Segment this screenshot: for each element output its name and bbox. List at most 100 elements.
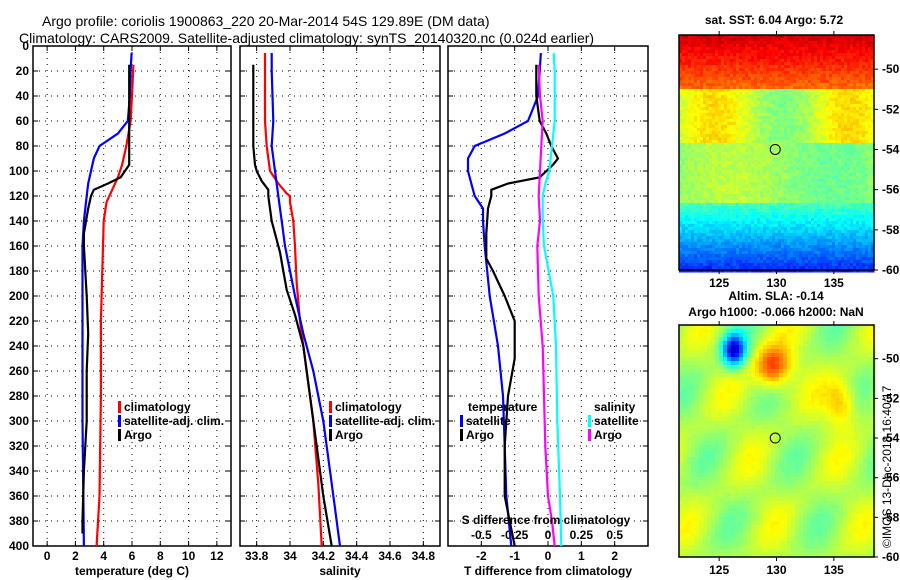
map-cell <box>856 146 860 150</box>
map-cell <box>685 50 689 54</box>
map-cell <box>679 161 683 165</box>
map-cell <box>709 158 713 162</box>
map-cell <box>760 50 764 54</box>
map-cell <box>793 221 797 225</box>
map-cell <box>760 176 764 180</box>
map-cell <box>679 233 683 237</box>
map-cell <box>796 128 800 132</box>
map-cell <box>712 56 716 60</box>
map-cell <box>802 137 806 141</box>
map-cell <box>805 50 809 54</box>
map-cell <box>763 215 767 219</box>
map-cell <box>859 80 863 84</box>
map-cell <box>853 194 857 198</box>
map-cell <box>694 158 698 162</box>
map-cell <box>778 167 782 171</box>
map-cell <box>757 218 761 222</box>
map-cell <box>790 53 794 57</box>
map-cell <box>769 62 773 66</box>
map-cell <box>841 209 845 213</box>
map-cell <box>727 128 731 132</box>
map-cell <box>784 128 788 132</box>
map-cell <box>847 107 851 111</box>
map-cell <box>823 164 827 168</box>
map-cell <box>817 227 821 231</box>
map-cell <box>763 197 767 201</box>
map-cell <box>829 125 833 129</box>
map-cell <box>805 152 809 156</box>
map-cell <box>862 110 866 114</box>
map-cell <box>850 119 854 123</box>
map-cell <box>826 65 830 69</box>
map-cell <box>862 95 866 99</box>
map-cell <box>805 167 809 171</box>
map-cell <box>817 38 821 42</box>
map-cell <box>865 224 869 228</box>
map-cell <box>700 86 704 90</box>
map-cell <box>763 65 767 69</box>
map-cell <box>709 149 713 153</box>
map-cell <box>781 59 785 63</box>
map-cell <box>775 110 779 114</box>
map-cell <box>751 176 755 180</box>
map-cell <box>694 128 698 132</box>
map-cell <box>685 131 689 135</box>
map-cell <box>745 110 749 114</box>
map-cell <box>841 104 845 108</box>
map-cell <box>871 80 875 84</box>
map-cell <box>733 194 737 198</box>
map-cell <box>727 182 731 186</box>
map-cell <box>808 110 812 114</box>
map-cell <box>775 149 779 153</box>
map-cell <box>715 155 719 159</box>
map-cell <box>805 134 809 138</box>
map-cell <box>700 149 704 153</box>
map-cell <box>727 158 731 162</box>
map-cell <box>778 236 782 240</box>
map-cell <box>694 194 698 198</box>
map-cell <box>790 143 794 147</box>
map-cell <box>697 125 701 129</box>
map-cell <box>871 200 875 204</box>
map-cell <box>778 110 782 114</box>
map-cell <box>844 149 848 153</box>
map-cell <box>856 221 860 225</box>
map-cell <box>679 215 683 219</box>
map-cell <box>688 68 692 72</box>
map-cell <box>853 158 857 162</box>
map-cell <box>700 179 704 183</box>
map-cell <box>754 197 758 201</box>
map-cell <box>739 200 743 204</box>
map-cell <box>688 92 692 96</box>
map-cell <box>820 242 824 246</box>
map-cell <box>847 194 851 198</box>
map-cell <box>841 119 845 123</box>
map-cell <box>793 140 797 144</box>
map-cell <box>832 137 836 141</box>
map-cell <box>790 215 794 219</box>
map-cell <box>856 206 860 210</box>
map-cell <box>790 131 794 135</box>
map-cell <box>730 59 734 63</box>
map-cell <box>787 92 791 96</box>
map-cell <box>787 65 791 69</box>
map-cell <box>778 35 782 39</box>
map-cell <box>781 113 785 117</box>
map-cell <box>772 233 776 237</box>
y-tick-label: 240 <box>9 339 29 353</box>
map-cell <box>844 104 848 108</box>
map-cell <box>691 44 695 48</box>
map-cell <box>730 215 734 219</box>
map-cell <box>814 131 818 135</box>
map-cell <box>775 47 779 51</box>
map-cell <box>853 80 857 84</box>
map-cell <box>748 50 752 54</box>
map-cell <box>868 194 872 198</box>
map-cell <box>694 224 698 228</box>
map-cell <box>820 221 824 225</box>
map-cell <box>838 53 842 57</box>
map-cell <box>709 182 713 186</box>
map-cell <box>739 248 743 252</box>
map-cell <box>682 128 686 132</box>
map-cell <box>757 89 761 93</box>
